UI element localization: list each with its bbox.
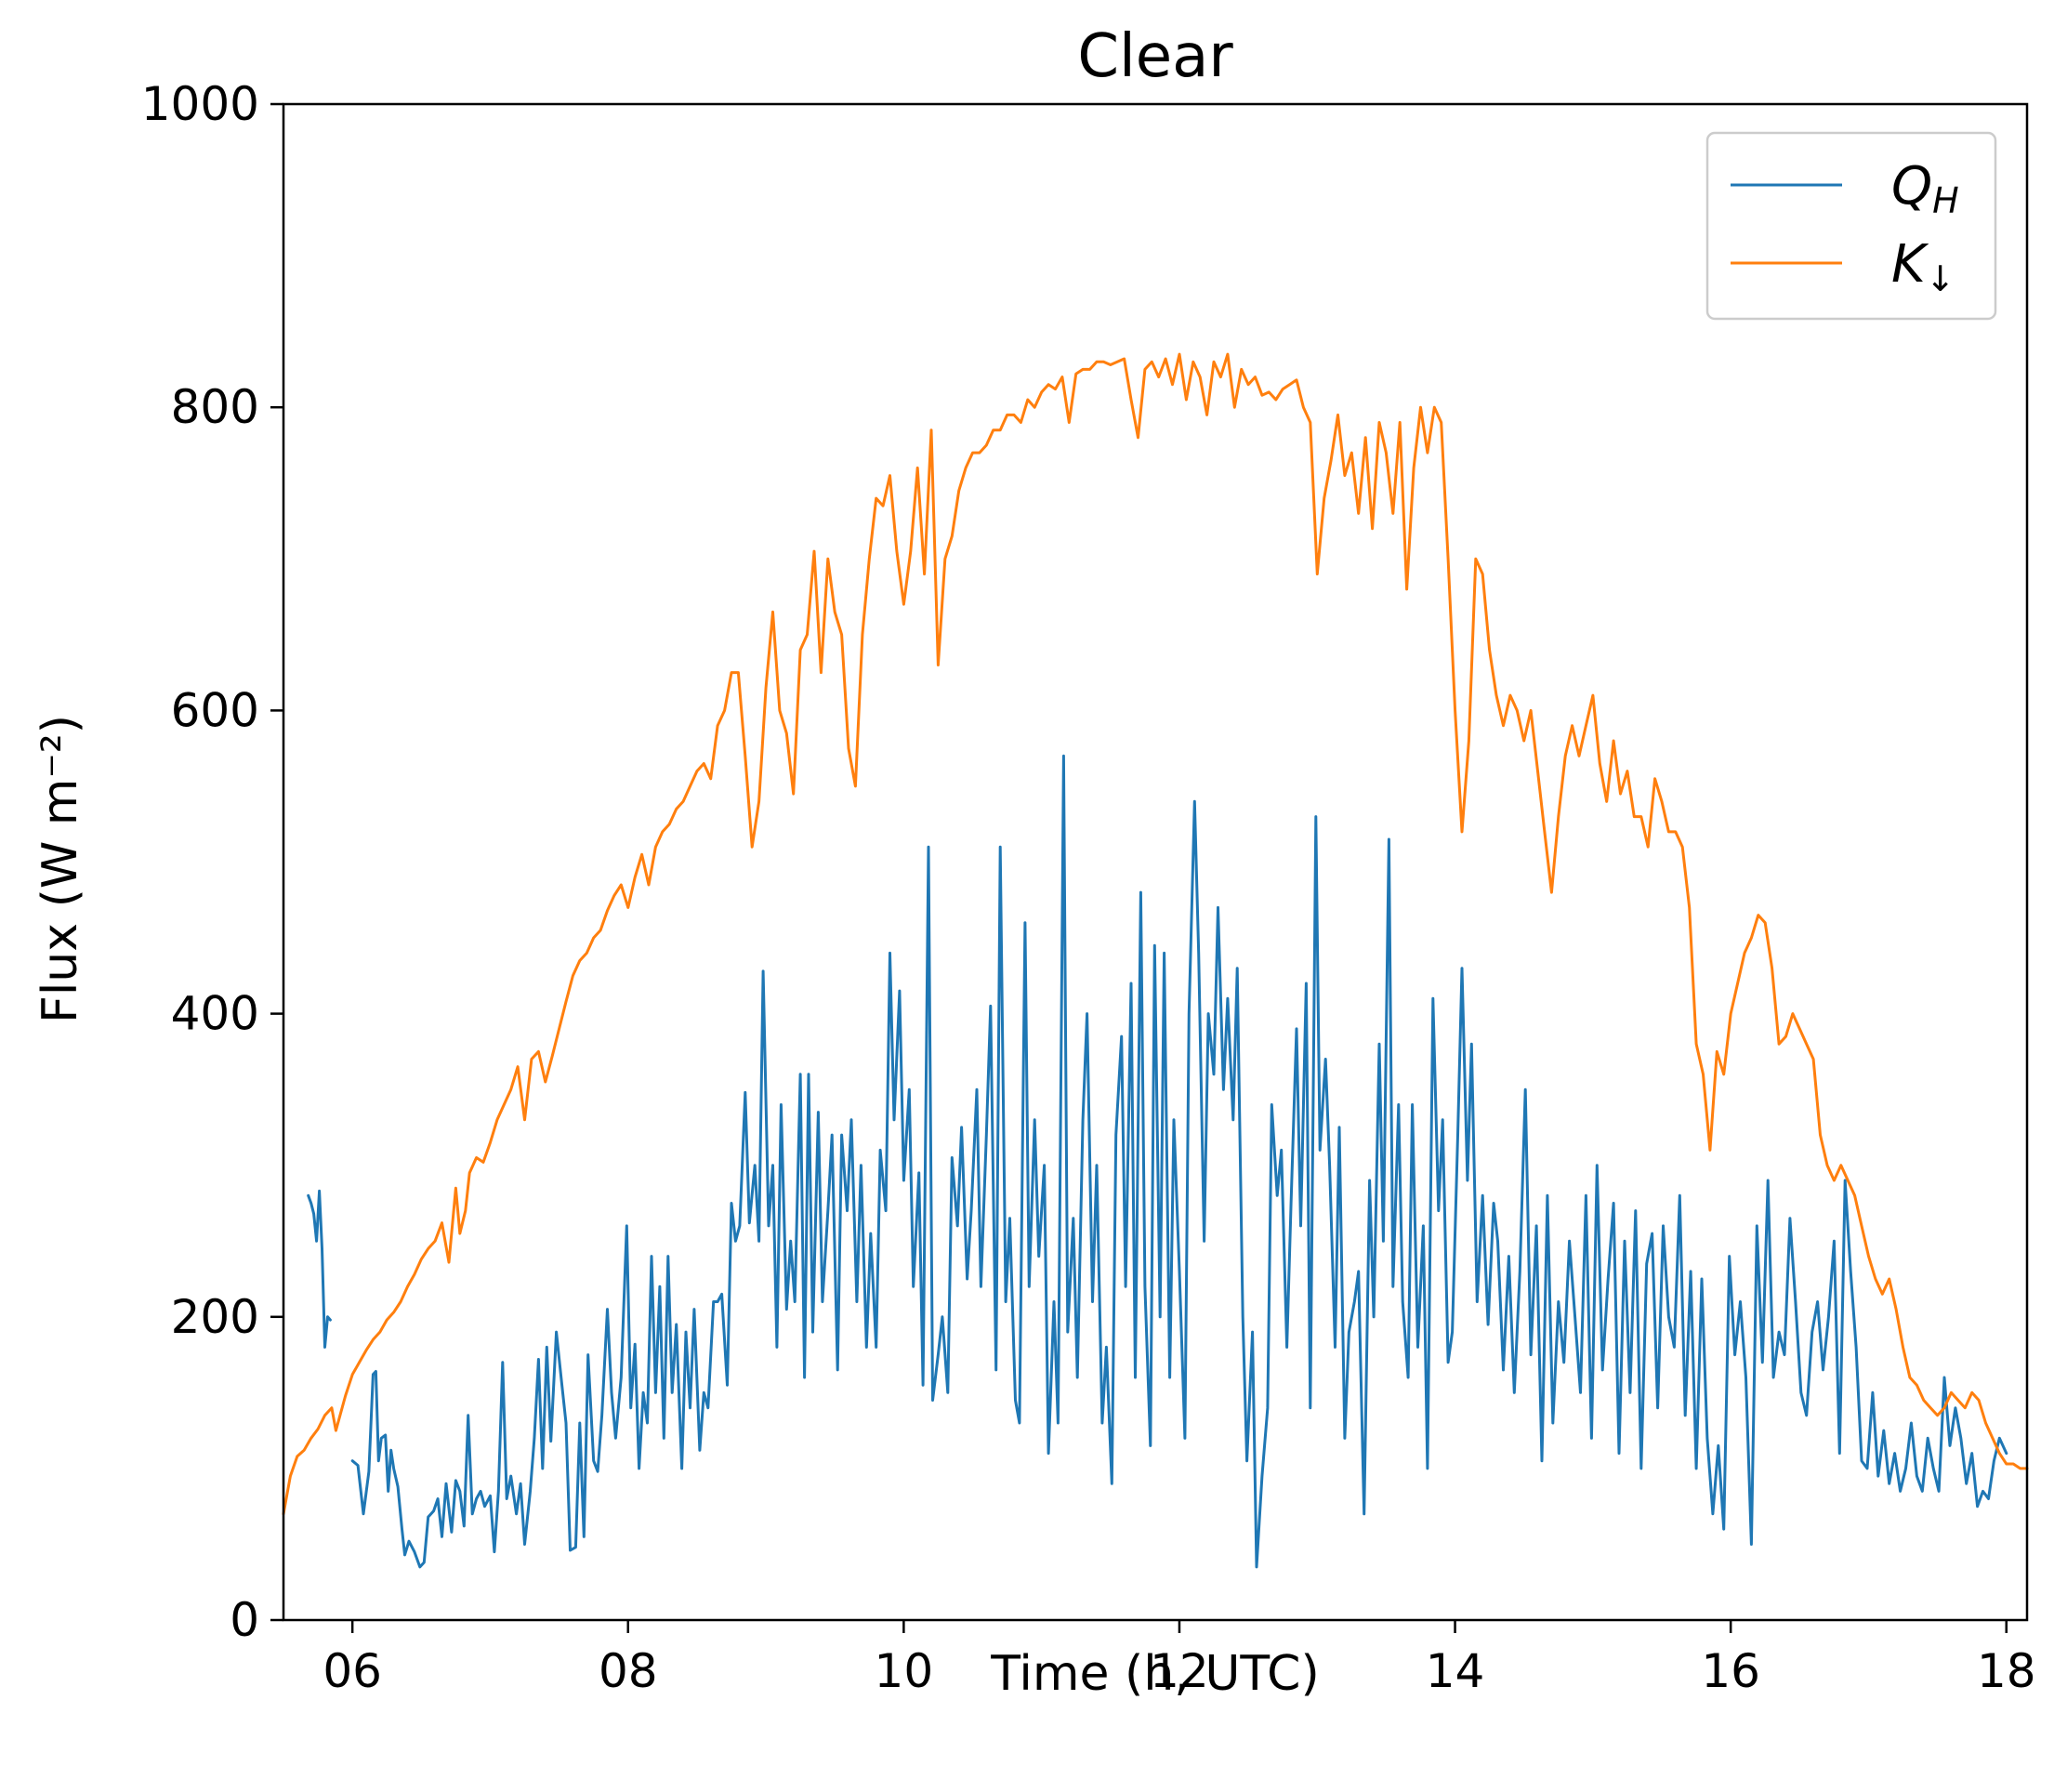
y-tick-label: 200 — [171, 1290, 259, 1344]
x-tick-label: 18 — [1977, 1644, 2036, 1698]
y-tick-label: 1000 — [141, 77, 259, 131]
series-line-qh — [307, 754, 2008, 1569]
series-layer — [282, 352, 2029, 1569]
x-tick-label: 12 — [1150, 1644, 1209, 1698]
legend-label-kdown-main: K — [1891, 234, 1929, 295]
chart-title: Clear — [1077, 22, 1233, 91]
y-tick-label: 400 — [171, 987, 259, 1041]
x-tick-label: 14 — [1426, 1644, 1485, 1698]
legend-label-qh-main: Q — [1891, 156, 1932, 217]
legend-box — [1705, 131, 1997, 321]
x-tick-label: 08 — [599, 1644, 658, 1698]
y-tick-label: 800 — [171, 380, 259, 434]
x-tick-label: 10 — [875, 1644, 934, 1698]
y-tick-label: 0 — [230, 1593, 259, 1647]
plot-frame — [282, 102, 2029, 1622]
legend-label-qh: QH — [1891, 156, 1959, 221]
x-tick-label: 06 — [323, 1644, 382, 1698]
x-tick-label: 16 — [1701, 1644, 1760, 1698]
legend-label-kdown: K↓ — [1891, 234, 1955, 299]
legend-label-kdown-sub: ↓ — [1926, 258, 1955, 299]
legend: QH K↓ — [1705, 131, 1997, 321]
x-axis-label: Time (h, UTC) — [990, 1646, 1319, 1702]
y-tick-label: 600 — [171, 683, 259, 737]
axes-layer: 06 08 10 12 14 16 18 0 200 400 600 800 1000 — [141, 77, 2036, 1698]
legend-label-qh-sub: H — [1932, 180, 1959, 221]
series-line-kdown — [282, 352, 2029, 1516]
y-axis-label: Flux (W m⁻²) — [33, 715, 88, 1023]
